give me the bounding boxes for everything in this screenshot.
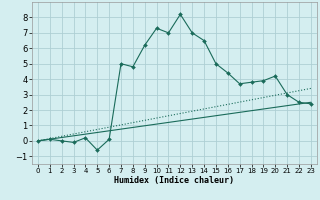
X-axis label: Humidex (Indice chaleur): Humidex (Indice chaleur) (115, 176, 234, 185)
